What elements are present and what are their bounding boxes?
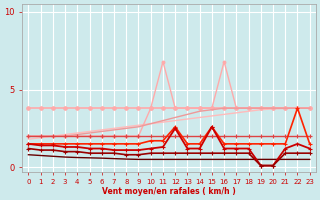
X-axis label: Vent moyen/en rafales ( km/h ): Vent moyen/en rafales ( km/h ) — [102, 187, 236, 196]
